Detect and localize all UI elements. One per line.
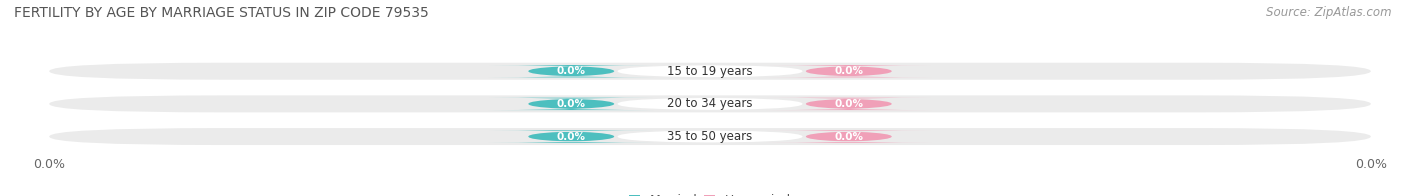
FancyBboxPatch shape (49, 128, 1371, 145)
Text: 20 to 34 years: 20 to 34 years (668, 97, 752, 110)
Text: 0.0%: 0.0% (834, 99, 863, 109)
Text: 0.0%: 0.0% (557, 66, 586, 76)
Text: 15 to 19 years: 15 to 19 years (668, 65, 752, 78)
Text: 0.0%: 0.0% (557, 132, 586, 142)
FancyBboxPatch shape (489, 98, 654, 110)
Text: 0.0%: 0.0% (834, 132, 863, 142)
Text: 0.0%: 0.0% (834, 66, 863, 76)
FancyBboxPatch shape (617, 98, 803, 110)
FancyBboxPatch shape (766, 65, 931, 77)
Legend: Married, Unmarried: Married, Unmarried (628, 194, 792, 196)
FancyBboxPatch shape (49, 95, 1371, 112)
Text: Source: ZipAtlas.com: Source: ZipAtlas.com (1267, 6, 1392, 19)
FancyBboxPatch shape (766, 130, 931, 143)
FancyBboxPatch shape (766, 98, 931, 110)
Text: 0.0%: 0.0% (557, 99, 586, 109)
Text: FERTILITY BY AGE BY MARRIAGE STATUS IN ZIP CODE 79535: FERTILITY BY AGE BY MARRIAGE STATUS IN Z… (14, 6, 429, 20)
FancyBboxPatch shape (489, 65, 654, 77)
FancyBboxPatch shape (617, 130, 803, 143)
FancyBboxPatch shape (617, 65, 803, 77)
Text: 35 to 50 years: 35 to 50 years (668, 130, 752, 143)
FancyBboxPatch shape (49, 63, 1371, 80)
FancyBboxPatch shape (489, 130, 654, 143)
